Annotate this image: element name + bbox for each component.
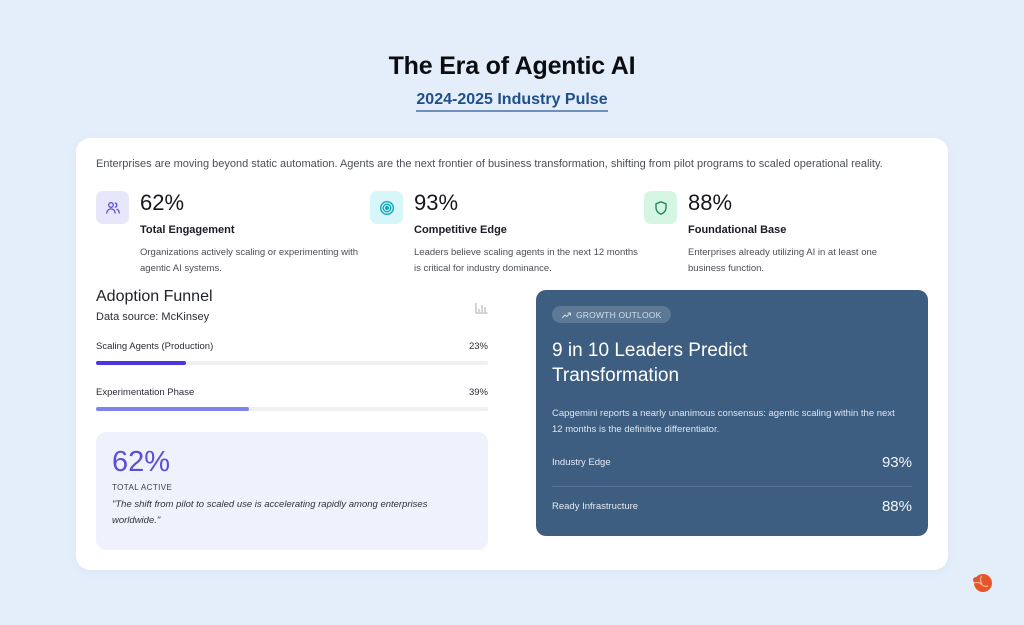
- stat-description: Leaders believe scaling agents in the ne…: [414, 247, 638, 274]
- bar-label: Experimentation Phase: [96, 387, 195, 398]
- stat-description: Enterprises already utilizing AI in at l…: [688, 247, 878, 274]
- metric-label: Ready Infrastructure: [552, 501, 639, 512]
- metric-industry-edge: Industry Edge 93%: [552, 454, 912, 471]
- users-icon: [96, 191, 129, 224]
- funnel-title: Adoption Funnel: [96, 288, 213, 305]
- progress-track: [96, 407, 488, 411]
- bar-chart-icon[interactable]: [475, 301, 488, 319]
- funnel-source: Data source: McKinsey: [96, 311, 210, 323]
- metric-label: Industry Edge: [552, 457, 611, 468]
- stat-label: Foundational Base: [688, 224, 787, 236]
- quote-text: "The shift from pilot to scaled use is a…: [112, 499, 428, 526]
- outlook-title: 9 in 10 Leaders Predict Transformation: [552, 340, 748, 386]
- stat-value: 62%: [140, 190, 185, 215]
- target-icon: [370, 191, 403, 224]
- bar-value: 39%: [468, 387, 488, 398]
- trending-up-icon: [562, 310, 571, 320]
- stat-value: 93%: [414, 190, 459, 215]
- progress-track: [96, 361, 488, 365]
- adoption-funnel: Adoption Funnel Data source: McKinsey Sc…: [96, 288, 488, 411]
- stat-label: Competitive Edge: [414, 224, 507, 236]
- growth-outlook-badge: GROWTH OUTLOOK: [552, 306, 672, 323]
- badge-label: GROWTH OUTLOOK: [576, 309, 662, 320]
- growth-outlook-panel: GROWTH OUTLOOK 9 in 10 Leaders Predict T…: [536, 290, 928, 536]
- outlook-description: Capgemini reports a nearly unanimous con…: [552, 408, 895, 435]
- funnel-bar-scaling: Scaling Agents (Production) 23%: [96, 341, 488, 365]
- main-card: Enterprises are moving beyond static aut…: [76, 138, 948, 570]
- intro-text: Enterprises are moving beyond static aut…: [96, 158, 883, 170]
- bar-value: 23%: [468, 341, 488, 352]
- total-active-box: 62% TOTAL ACTIVE "The shift from pilot t…: [96, 432, 488, 550]
- stat-label: Total Engagement: [140, 224, 235, 236]
- stat-value: 88%: [688, 190, 733, 215]
- page-subtitle-link[interactable]: 2024-2025 Industry Pulse: [416, 91, 608, 112]
- funnel-bar-experimentation: Experimentation Phase 39%: [96, 387, 488, 411]
- shield-icon: [644, 191, 677, 224]
- progress-fill: [96, 407, 249, 411]
- progress-fill: [96, 361, 187, 365]
- stat-description: Organizations actively scaling or experi…: [140, 247, 359, 274]
- bar-label: Scaling Agents (Production): [96, 341, 214, 352]
- metric-value: 93%: [881, 454, 912, 471]
- page-title: The Era of Agentic AI: [388, 52, 636, 80]
- total-active-label: TOTAL ACTIVE: [112, 483, 173, 492]
- metric-ready-infrastructure: Ready Infrastructure 88%: [552, 498, 912, 515]
- metric-value: 88%: [881, 498, 912, 515]
- page-header: The Era of Agentic AI 2024-2025 Industry…: [0, 52, 1024, 112]
- divider: [552, 486, 912, 487]
- brand-logo-icon: [971, 572, 993, 599]
- total-active-value: 62%: [112, 446, 171, 478]
